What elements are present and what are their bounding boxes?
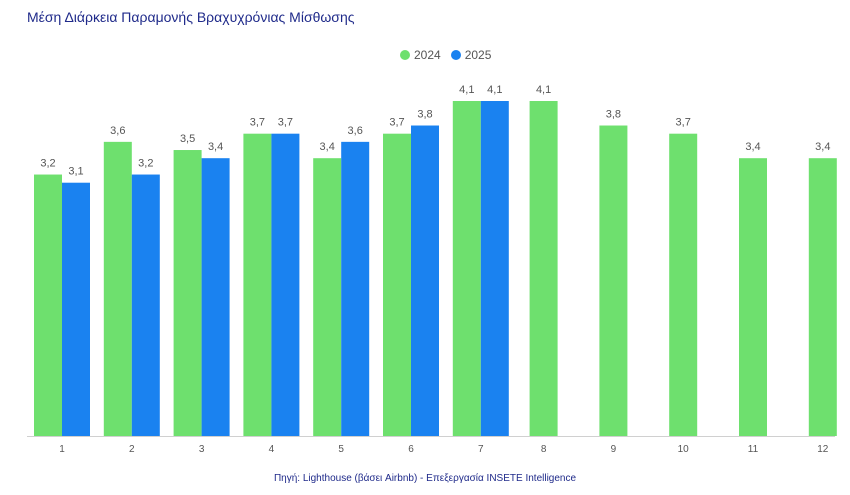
bar-2024-8[interactable] bbox=[529, 101, 558, 436]
x-tick-label-10: 10 bbox=[678, 444, 690, 455]
data-label-2024-6: 3,7 bbox=[389, 117, 404, 129]
data-label-2025-4: 3,7 bbox=[278, 117, 293, 129]
data-label-2024-2: 3,6 bbox=[110, 125, 125, 137]
x-tick-label-11: 11 bbox=[748, 444, 759, 455]
bar-2025-1[interactable] bbox=[62, 182, 90, 436]
data-label-2024-12: 3,4 bbox=[815, 141, 830, 153]
legend-label-2024: 2024 bbox=[414, 48, 441, 62]
bar-2025-2[interactable] bbox=[131, 174, 160, 436]
bar-2025-4[interactable] bbox=[271, 133, 300, 436]
x-tick-label-2: 2 bbox=[129, 444, 135, 455]
bar-2025-6[interactable] bbox=[411, 125, 439, 436]
data-label-2024-1: 3,2 bbox=[40, 158, 55, 170]
chart-title: Μέση Διάρκεια Παραμονής Βραχυχρόνιας Μίσ… bbox=[27, 9, 355, 25]
data-label-2025-5: 3,6 bbox=[348, 125, 363, 137]
x-tick-label-6: 6 bbox=[408, 444, 414, 455]
data-label-2024-9: 3,8 bbox=[606, 109, 621, 121]
bar-2024-10[interactable] bbox=[669, 133, 698, 436]
x-tick-label-4: 4 bbox=[269, 444, 275, 455]
data-label-2024-3: 3,5 bbox=[180, 133, 195, 145]
bar-2024-7[interactable] bbox=[452, 101, 481, 436]
bar-2024-3[interactable] bbox=[173, 150, 202, 436]
data-label-2025-3: 3,4 bbox=[208, 141, 223, 153]
data-label-2024-10: 3,7 bbox=[676, 117, 691, 129]
legend-item-2024[interactable]: 2024 bbox=[400, 48, 441, 62]
bar-2024-1[interactable] bbox=[34, 174, 62, 436]
data-label-2024-8: 4,1 bbox=[536, 84, 551, 96]
bar-2024-2[interactable] bbox=[103, 141, 132, 437]
bar-2024-9[interactable] bbox=[599, 125, 628, 436]
data-label-2025-2: 3,2 bbox=[138, 158, 153, 170]
x-tick-label-1: 1 bbox=[59, 444, 65, 455]
data-label-2024-11: 3,4 bbox=[745, 141, 760, 153]
data-label-2024-5: 3,4 bbox=[320, 141, 335, 153]
legend-swatch-2024 bbox=[400, 50, 410, 60]
x-tick-label-7: 7 bbox=[478, 444, 484, 455]
x-tick-label-12: 12 bbox=[817, 444, 829, 455]
bar-2025-5[interactable] bbox=[341, 141, 370, 437]
legend-swatch-2025 bbox=[450, 50, 461, 60]
data-label-2025-1: 3,1 bbox=[68, 166, 83, 178]
x-tick-label-5: 5 bbox=[338, 444, 344, 455]
data-label-2024-4: 3,7 bbox=[250, 117, 265, 129]
bar-2024-12[interactable] bbox=[808, 158, 837, 436]
legend-label-2025: 2025 bbox=[464, 48, 492, 62]
x-tick-label-8: 8 bbox=[541, 444, 547, 455]
bar-2025-3[interactable] bbox=[201, 158, 230, 436]
data-label-2025-6: 3,8 bbox=[417, 109, 432, 121]
x-tick-label-9: 9 bbox=[611, 444, 617, 455]
legend: 2024 2025 bbox=[400, 48, 491, 62]
x-tick-label-3: 3 bbox=[199, 444, 205, 455]
bar-2024-5[interactable] bbox=[313, 158, 342, 436]
data-label-2024-7: 4,1 bbox=[459, 84, 474, 96]
legend-item-2025[interactable]: 2025 bbox=[450, 48, 492, 62]
bar-2024-4[interactable] bbox=[243, 133, 272, 436]
bar-2025-7[interactable] bbox=[480, 101, 509, 436]
data-label-2025-7: 4,1 bbox=[487, 84, 502, 96]
bar-2024-6[interactable] bbox=[383, 133, 411, 436]
bar-2024-11[interactable] bbox=[739, 158, 767, 436]
source-note: Πηγή: Lighthouse (βάσει Airbnb) - Επεξερ… bbox=[273, 473, 577, 484]
